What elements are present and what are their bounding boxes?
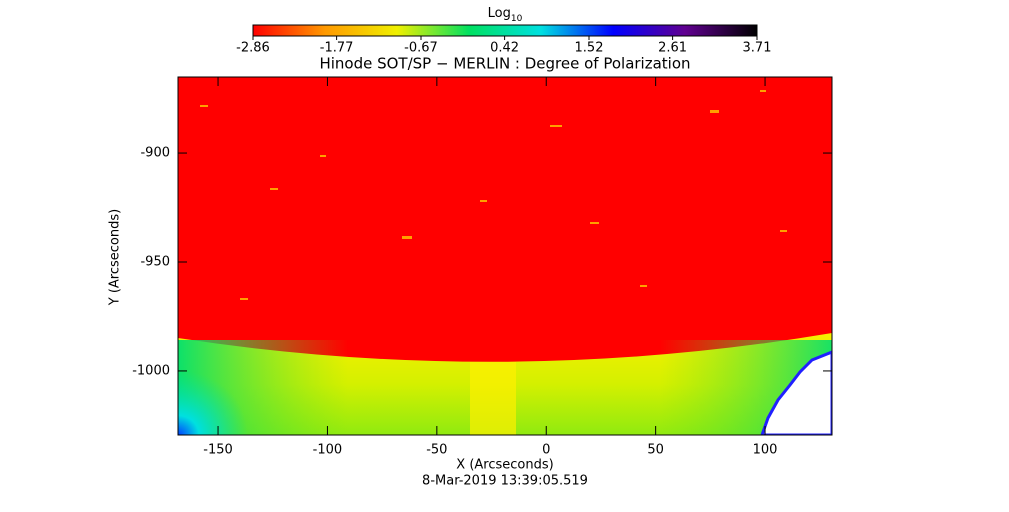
x-axis-label: X (Arcseconds)	[456, 458, 553, 473]
footer: 8-Mar-2019 13:39:05.519	[422, 474, 588, 489]
x-tick-label: -50	[426, 443, 447, 458]
y-axis-label: Y (Arcseconds)	[108, 209, 123, 306]
x-tick-label: -100	[313, 443, 343, 458]
y-tick-label: -900	[140, 146, 170, 161]
colorbar-label-text: Log	[488, 6, 511, 21]
x-tick-label: 0	[542, 443, 550, 458]
colorbar	[252, 24, 758, 37]
x-tick-label: 50	[647, 443, 664, 458]
y-tick-label: -950	[140, 254, 170, 269]
y-tick-label: -1000	[132, 363, 170, 378]
x-tick-label: 100	[753, 443, 778, 458]
colorbar-tick-label: 2.61	[658, 41, 687, 56]
plot-frame	[177, 76, 833, 436]
colorbar-tick-label: -2.86	[236, 41, 270, 56]
colorbar-tick-label: -0.67	[404, 41, 438, 56]
chart-title: Hinode SOT/SP − MERLIN : Degree of Polar…	[319, 55, 690, 73]
colorbar-tick-label: 1.52	[575, 41, 604, 56]
colorbar-tick-label: 0.42	[490, 41, 519, 56]
colorbar-tick-label: 3.71	[743, 41, 772, 56]
image	[178, 77, 832, 435]
x-tick-label: -150	[203, 443, 233, 458]
colorbar-tick-label: -1.77	[320, 41, 354, 56]
colorbar-label: Log10	[488, 6, 523, 24]
colorbar-label-sub: 10	[511, 14, 523, 24]
